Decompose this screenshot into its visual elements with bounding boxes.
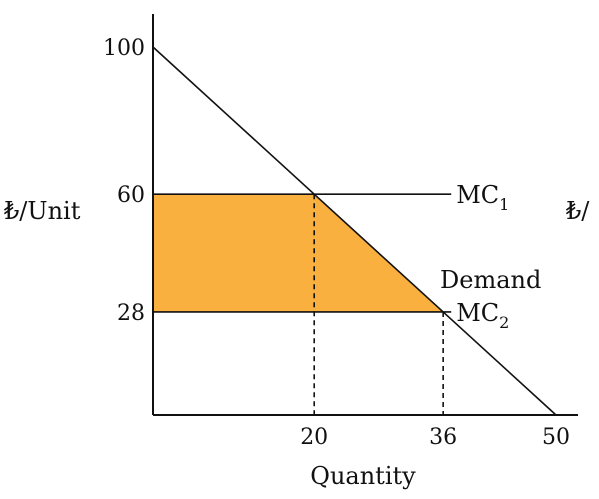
mc-label-2: MC2: [456, 299, 509, 332]
y-tick-label: 100: [103, 36, 145, 61]
mc-label-1: MC1: [456, 181, 509, 214]
x-tick-label: 50: [542, 425, 570, 450]
mc-label-name: MC: [456, 181, 499, 209]
demand-line: [152, 46, 557, 416]
mc-label-name: MC: [456, 299, 499, 327]
x-axis-label: Quantity: [310, 462, 416, 490]
x-tick-label: 36: [429, 425, 457, 450]
y-tick-label: 28: [117, 301, 145, 326]
shaded-area: [153, 194, 444, 312]
demand-label: Demand: [440, 266, 541, 294]
y-axis-label-right: ₺/: [565, 197, 590, 225]
mc-label-subscript: 2: [499, 313, 509, 332]
x-tick-label: 20: [300, 425, 328, 450]
mc-label-subscript: 1: [499, 195, 509, 214]
y-tick-label: 60: [117, 183, 145, 208]
y-axis-label-left: ₺/Unit: [3, 197, 81, 225]
